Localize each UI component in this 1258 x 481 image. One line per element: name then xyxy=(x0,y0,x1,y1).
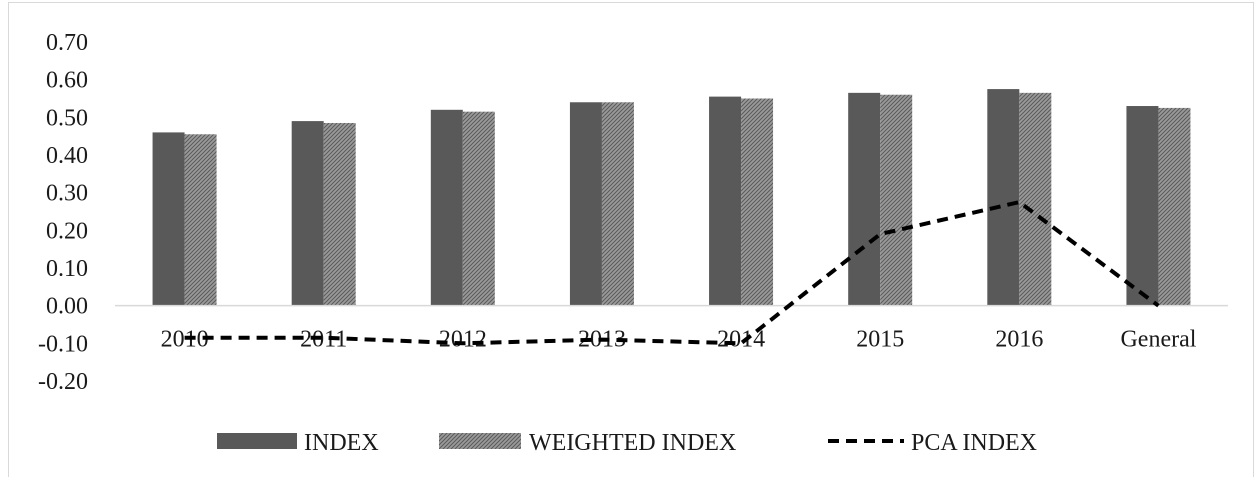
bar-index xyxy=(291,121,324,306)
y-tick-label: 0.30 xyxy=(46,181,88,207)
legend-label-index: INDEX xyxy=(304,430,379,456)
chart-frame xyxy=(8,2,1254,477)
bar-index xyxy=(152,132,185,306)
x-category-label: 2010 xyxy=(161,327,209,353)
legend-label-pca-index: PCA INDEX xyxy=(911,430,1037,456)
y-tick-label: 0.10 xyxy=(46,256,88,282)
y-tick-label: 0.70 xyxy=(46,30,88,56)
y-tick-label: 0.50 xyxy=(46,105,88,131)
legend-label-weighted-index: WEIGHTED INDEX xyxy=(529,430,736,456)
bar-index xyxy=(709,96,742,306)
pca-index-line xyxy=(184,199,1160,346)
y-tick-label: 0.20 xyxy=(46,218,88,244)
x-category-label: General xyxy=(1120,327,1196,353)
bar-index xyxy=(1126,106,1159,306)
bar-weighted-index xyxy=(323,122,356,306)
y-tick-label: -0.20 xyxy=(38,369,88,395)
bar-weighted-index xyxy=(1158,107,1191,306)
y-tick-label: 0.00 xyxy=(46,294,88,320)
bar-index xyxy=(987,89,1020,306)
bar-weighted-index xyxy=(741,98,774,306)
x-category-label: 2015 xyxy=(856,327,904,353)
x-category-label: 2012 xyxy=(439,327,487,353)
bars xyxy=(152,89,1191,306)
x-category-label: 2011 xyxy=(300,327,347,353)
bar-weighted-index xyxy=(880,94,913,306)
y-tick-label: -0.10 xyxy=(38,331,88,357)
legend-swatch-weighted-index xyxy=(439,433,521,449)
bar-index xyxy=(848,92,881,306)
bar-index xyxy=(430,109,463,306)
y-tick-label: 0.40 xyxy=(46,143,88,169)
bar-weighted-index xyxy=(184,134,217,306)
bar-index xyxy=(569,102,602,306)
y-axis: 0.70 0.60 0.50 0.40 0.30 0.20 0.10 0.00 -0.10 -0.… xyxy=(38,30,88,395)
bar-weighted-index xyxy=(601,102,634,306)
legend: INDEX WEIGHTED INDEX PCA INDEX xyxy=(217,430,1037,456)
bar-weighted-index xyxy=(1019,92,1052,306)
y-tick-label: 0.60 xyxy=(46,68,88,94)
bar-weighted-index xyxy=(462,111,495,306)
legend-swatch-index xyxy=(217,433,297,449)
x-category-label: 2016 xyxy=(995,327,1043,353)
